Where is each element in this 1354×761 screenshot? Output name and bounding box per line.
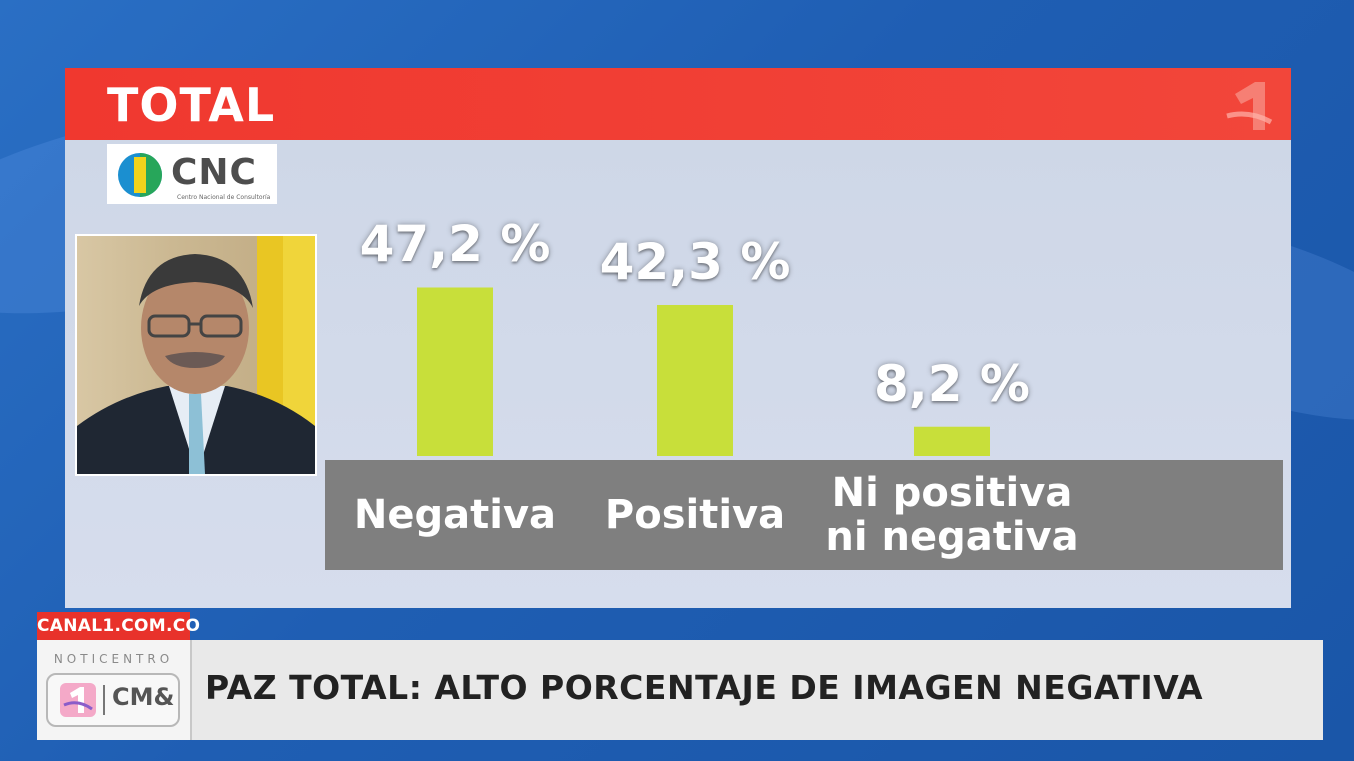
value-label-1: 47,2 % xyxy=(359,215,551,274)
person-portrait xyxy=(75,234,317,476)
program-name: NOTICENTRO xyxy=(53,652,174,666)
brand-divider xyxy=(103,685,105,715)
brand-name: CM& xyxy=(112,683,175,711)
panel-title: TOTAL xyxy=(107,78,276,132)
canal1-brand-icon xyxy=(60,683,96,717)
news-ticker: NOTICENTRO CM& PAZ TOTAL: ALTO PORCENTAJ… xyxy=(37,640,1323,740)
bar-3 xyxy=(914,426,990,456)
chart-panel: TOTAL CNC Centro Nacional de Consultoría xyxy=(65,68,1291,608)
category-label-band xyxy=(325,460,1283,570)
portrait-illustration xyxy=(77,236,315,474)
category-label-3: Ni positiva ni negativa xyxy=(812,471,1092,559)
source-logo-subtitle: Centro Nacional de Consultoría xyxy=(177,194,271,201)
category-label-2: Positiva xyxy=(555,493,835,537)
canal1-logo-icon xyxy=(1226,82,1273,130)
portrait-photo xyxy=(77,236,315,474)
category-label-line: Negativa xyxy=(353,492,557,538)
value-label-3: 8,2 % xyxy=(873,354,1031,413)
news-headline: PAZ TOTAL: ALTO PORCENTAJE DE IMAGEN NEG… xyxy=(205,668,1204,707)
source-logo-text: CNC xyxy=(171,152,257,193)
category-label-line: Ni positiva xyxy=(831,470,1073,516)
category-label-line: ni negativa xyxy=(825,514,1079,560)
bar-2 xyxy=(657,304,733,456)
source-logo: CNC Centro Nacional de Consultoría xyxy=(107,144,277,204)
bar-chart xyxy=(417,287,990,456)
bar-1 xyxy=(417,287,493,456)
cnc-logo-icon xyxy=(118,153,162,197)
url-tab[interactable]: CANAL1.COM.CO xyxy=(37,612,200,640)
category-label-1: Negativa xyxy=(315,493,595,537)
category-label-line: Positiva xyxy=(604,492,786,538)
value-label-2: 42,3 % xyxy=(599,232,791,291)
program-logo-box: NOTICENTRO CM& xyxy=(37,640,192,740)
panel-header: TOTAL xyxy=(65,68,1291,140)
cm-brand-badge: CM& xyxy=(46,673,180,727)
